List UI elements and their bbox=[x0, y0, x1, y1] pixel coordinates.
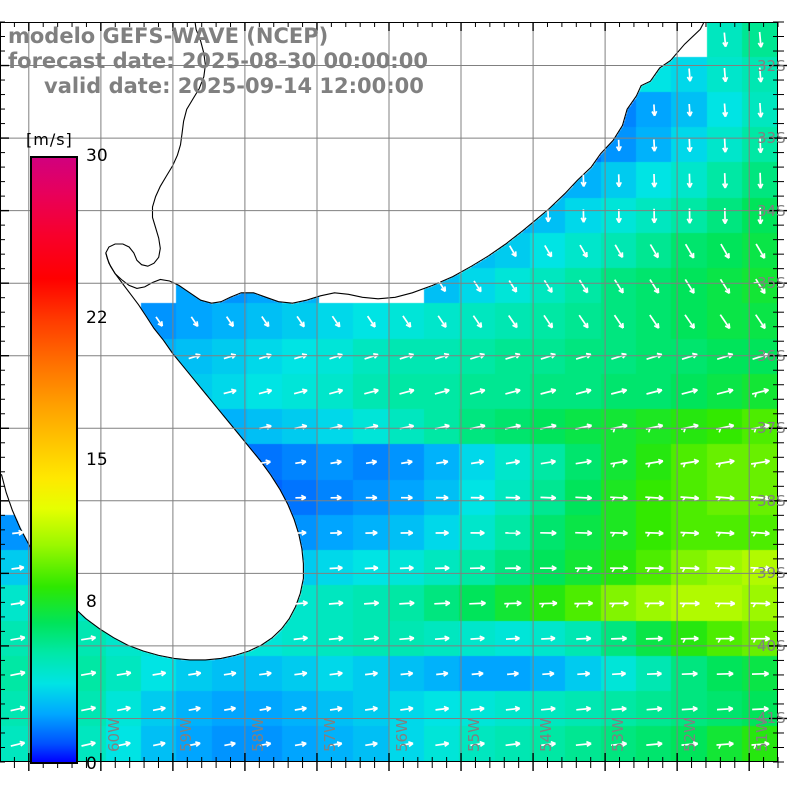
lat-label-32S: 32S bbox=[757, 56, 786, 75]
colorbar-tick-15: 15 bbox=[86, 450, 108, 470]
lon-label-52W: 52W bbox=[681, 718, 700, 752]
colorbar-tick-22: 22 bbox=[86, 308, 108, 329]
lon-label-54W: 54W bbox=[537, 718, 556, 752]
colorbar-tick-0: 0 bbox=[86, 754, 97, 774]
colorbar-gradient bbox=[30, 156, 78, 764]
colorbar-tick-30: 30 bbox=[86, 146, 108, 166]
lat-label-33S: 33S bbox=[757, 129, 786, 148]
lon-label-51W: 51W bbox=[753, 718, 772, 752]
lat-label-35S: 35S bbox=[757, 274, 786, 293]
lat-label-37S: 37S bbox=[757, 419, 786, 438]
lat-label-39S: 39S bbox=[757, 564, 786, 583]
map-plot-area[interactable] bbox=[0, 22, 778, 762]
lon-label-56W: 56W bbox=[393, 718, 411, 752]
lon-label-53W: 53W bbox=[609, 718, 628, 752]
colorbar-unit-label: [m/s] bbox=[26, 130, 73, 149]
lat-label-36S: 36S bbox=[757, 346, 786, 365]
colorbar-tick-8: 8 bbox=[86, 591, 97, 612]
lon-label-60W: 60W bbox=[104, 718, 123, 752]
lon-label-57W: 57W bbox=[320, 718, 339, 752]
wind-speed-heatmap bbox=[0, 22, 778, 762]
lat-label-40S: 40S bbox=[757, 636, 786, 655]
lon-label-55W: 55W bbox=[465, 718, 484, 752]
lat-label-38S: 38S bbox=[757, 491, 786, 510]
lon-label-58W: 58W bbox=[248, 718, 267, 752]
lon-label-59W: 59W bbox=[176, 718, 195, 752]
colorbar: 30 22 15 8 0 bbox=[30, 146, 108, 774]
lat-label-34S: 34S bbox=[757, 201, 786, 220]
